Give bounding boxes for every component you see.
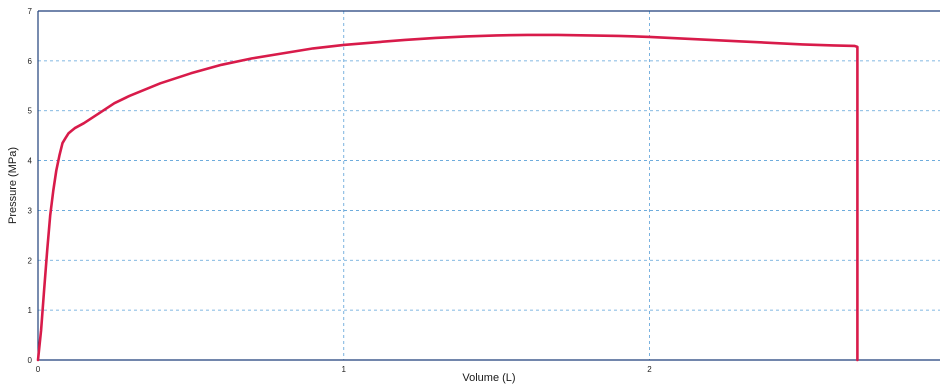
x-axis-label: Volume (L)	[462, 372, 515, 384]
y-tick-label: 4	[28, 157, 33, 166]
y-tick-label: 3	[28, 206, 33, 215]
x-tick-label: 2	[647, 365, 652, 374]
y-tick-label: 1	[28, 306, 33, 315]
axes	[37, 10, 940, 361]
y-tick-label: 7	[28, 7, 33, 16]
y-axis-label: Pressure (MPa)	[7, 147, 19, 224]
grid	[38, 11, 940, 360]
y-tick-label: 6	[28, 57, 33, 66]
tick-labels: 0 1 2 3 4 5 6 7 0 1 2	[28, 7, 653, 374]
x-tick-label: 1	[342, 365, 347, 374]
series-layer	[36, 33, 859, 362]
series-line	[36, 33, 859, 362]
x-tick-label: 0	[36, 365, 41, 374]
y-tick-label: 2	[28, 256, 33, 265]
y-tick-label: 5	[28, 107, 33, 116]
y-tick-label: 0	[28, 356, 33, 365]
